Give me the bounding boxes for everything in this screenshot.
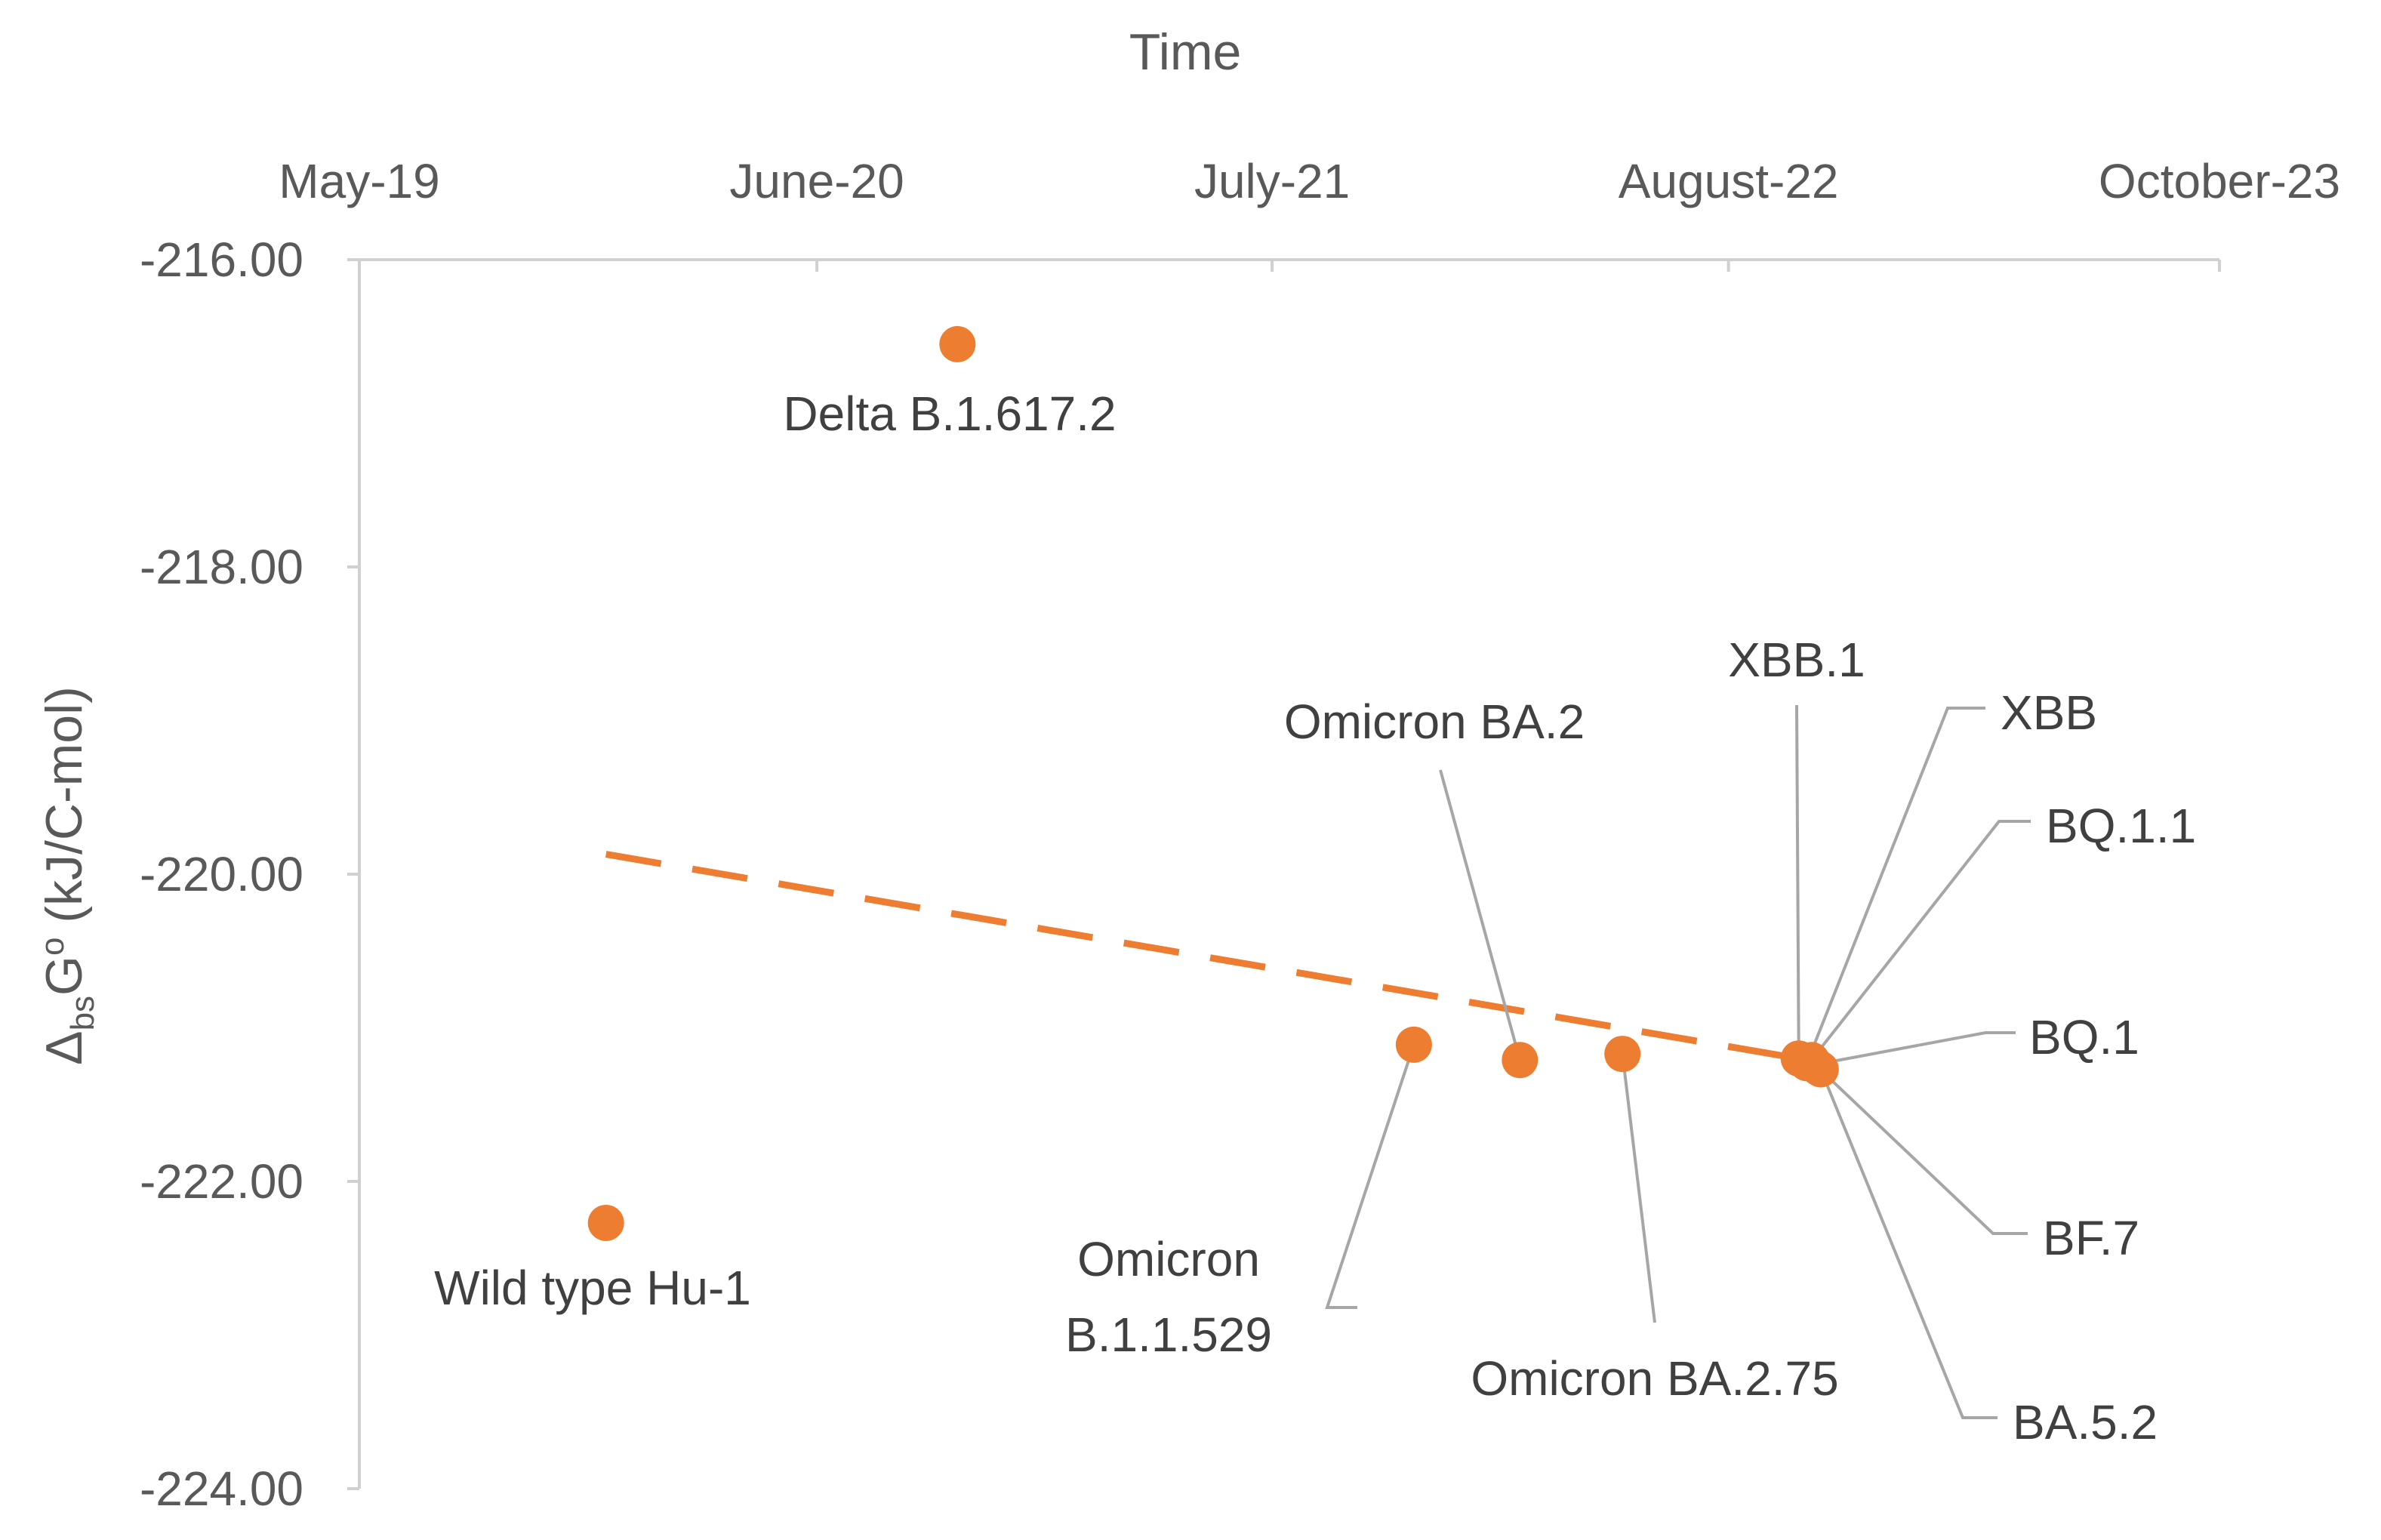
trendline	[605, 851, 1800, 1062]
y-axis-title-part: G	[35, 956, 93, 996]
axes: May-19 June-20 July-21 August-22 October-23 -…	[140, 154, 2340, 1516]
leader-line	[1325, 1044, 1415, 1309]
point-label: BF.7	[2043, 1211, 2139, 1265]
data-point	[1502, 1042, 1539, 1079]
point-label-line: Delta B.1.617.2	[783, 387, 1116, 441]
data-points	[587, 325, 1839, 1241]
x-tick-label: June-20	[729, 154, 904, 208]
x-tick-label: October-23	[2099, 154, 2340, 208]
point-label-line: XBB.1	[1728, 633, 1865, 687]
point-label: Delta B.1.617.2	[783, 387, 1116, 441]
leader-line	[1805, 707, 1985, 1064]
point-label-line: B.1.1.529	[1065, 1307, 1272, 1362]
y-axis-title-group: ΔbsGo (kJ/C-mol)	[34, 686, 101, 1065]
point-label: Wild type Hu-1	[434, 1261, 751, 1315]
point-label-line: BQ.1	[2029, 1010, 2139, 1064]
y-axis-title-part: Δ	[35, 1030, 93, 1064]
leader-line	[1795, 704, 1800, 1059]
y-tick-label: -224.00	[140, 1461, 303, 1516]
data-point	[939, 325, 976, 362]
y-tick-label: -218.00	[140, 540, 303, 594]
leader-line	[1819, 1068, 1998, 1419]
leader-line	[1621, 1053, 1656, 1323]
leader-line	[1810, 820, 2031, 1061]
leader-line	[1439, 769, 1522, 1061]
point-label: BQ.1	[2029, 1010, 2139, 1064]
point-labels: Wild type Hu-1 Delta B.1.617.2 Omicron B.1.…	[434, 387, 2196, 1449]
point-label-line: Wild type Hu-1	[434, 1261, 751, 1315]
point-label-line: BF.7	[2043, 1211, 2139, 1265]
data-point	[1395, 1026, 1432, 1063]
x-tick-label: August-22	[1619, 154, 1839, 208]
leader-line	[1817, 1066, 2028, 1235]
y-tick-label: -216.00	[140, 233, 303, 287]
point-label-line: BA.5.2	[2013, 1395, 2158, 1449]
point-label: Omicron BA.2	[1284, 695, 1585, 749]
y-tick-label: -220.00	[140, 847, 303, 901]
data-point	[587, 1204, 624, 1241]
x-axis-title-group: Time	[1129, 23, 1242, 81]
x-axis-title: Time	[1129, 23, 1242, 81]
y-axis-title: ΔbsGo (kJ/C-mol)	[34, 686, 101, 1065]
trendline-group	[605, 851, 1800, 1062]
point-label-line: Omicron BA.2.75	[1471, 1351, 1838, 1406]
point-label-line: XBB	[2001, 685, 2097, 740]
y-axis-title-part: bs	[64, 996, 101, 1030]
point-label-line: Omicron BA.2	[1284, 695, 1585, 749]
point-label-line: BQ.1.1	[2046, 799, 2196, 853]
data-point	[1802, 1051, 1839, 1088]
x-tick-label: July-21	[1194, 154, 1350, 208]
point-label: XBB.1	[1728, 633, 1865, 687]
x-tick-label: May-19	[279, 154, 439, 208]
y-axis-title-part: (kJ/C-mol)	[35, 686, 93, 937]
y-axis-title-part: o	[34, 938, 71, 956]
point-label: XBB	[2001, 685, 2097, 740]
y-tick-label: -222.00	[140, 1154, 303, 1209]
point-label-line: Omicron	[1077, 1232, 1260, 1286]
leader-line	[1814, 1031, 2016, 1067]
point-label: Omicron B.1.1.529	[1065, 1232, 1272, 1362]
point-label: BQ.1.1	[2046, 799, 2196, 853]
point-label: Omicron BA.2.75	[1471, 1351, 1838, 1406]
point-label: BA.5.2	[2013, 1395, 2158, 1449]
leader-lines	[1325, 704, 2031, 1419]
data-point	[1604, 1036, 1641, 1073]
